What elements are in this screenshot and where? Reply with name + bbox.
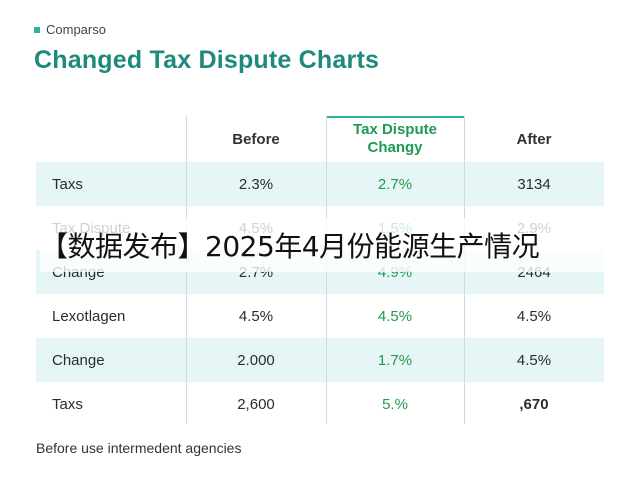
row-label: Taxs xyxy=(52,395,83,413)
cell-before: 2.000 xyxy=(237,351,275,369)
table-row: Taxs 2.3% 2.7% 3134 xyxy=(36,162,604,206)
eyebrow: Comparso xyxy=(34,22,106,37)
row-label: Change xyxy=(52,351,105,369)
square-bullet-icon xyxy=(34,26,40,33)
row-label: Lexotlagen xyxy=(52,307,126,325)
cell-tax-dispute: 5.% xyxy=(382,395,408,413)
header-tax-dispute: Tax Dispute Changy xyxy=(326,116,464,162)
table-header: Before Tax Dispute Changy After xyxy=(36,116,604,162)
header-before: Before xyxy=(232,130,280,148)
header-tax-dispute-line1: Tax Dispute xyxy=(353,121,437,138)
overlay-banner: 【数据发布】2025年4月份能源生产情况 xyxy=(40,218,620,272)
cell-before: 2.3% xyxy=(238,175,274,193)
cell-after: ,670 xyxy=(519,395,549,413)
cell-tax-dispute: 4.5% xyxy=(377,307,413,325)
cell-after: 3134 xyxy=(517,175,551,193)
table-row: Lexotlagen 4.5% 4.5% 4.5% xyxy=(36,294,604,338)
row-label: Taxs xyxy=(52,175,83,193)
eyebrow-label: Comparso xyxy=(46,22,106,37)
cell-before: 2,600 xyxy=(237,395,275,413)
page-title: Changed Tax Dispute Charts xyxy=(34,46,380,74)
header-tax-dispute-line2: Changy xyxy=(367,139,423,156)
cell-tax-dispute: 2.7% xyxy=(377,175,413,193)
cell-after: 4.5% xyxy=(516,307,552,325)
header-after: After xyxy=(516,130,552,148)
table-row: Taxs 2,600 5.% ,670 xyxy=(36,382,604,426)
banner-headline: 【数据发布】2025年4月份能源生产情况 xyxy=(40,230,540,263)
footnote: Before use intermedent agencies xyxy=(36,440,242,456)
header-empty xyxy=(36,116,186,162)
table-row: Change 2.000 1.7% 4.5% xyxy=(36,338,604,382)
header-accent-border xyxy=(326,116,464,118)
cell-after: 4.5% xyxy=(516,351,552,369)
cell-before: 4.5% xyxy=(238,307,274,325)
cell-tax-dispute: 1.7% xyxy=(377,351,413,369)
